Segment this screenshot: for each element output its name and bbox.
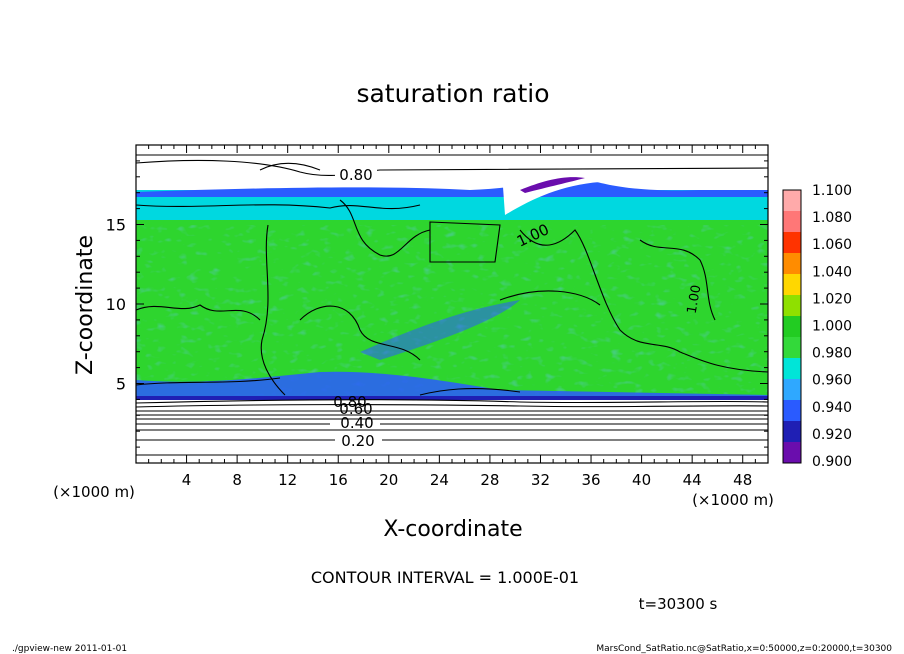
x-axis-label: X-coordinate (383, 517, 522, 542)
colorbar-label: 1.080 (812, 210, 852, 226)
colorbar-swatch (783, 295, 801, 317)
fluctuation-texture (136, 225, 768, 395)
colorbar-label: 0.920 (812, 427, 852, 443)
time-label: t=30300 s (639, 595, 718, 613)
contours-lower (135, 154, 769, 456)
colorbar-label: 0.960 (812, 373, 852, 389)
x-tick-label: 12 (278, 471, 297, 489)
colorbar-frame (782, 189, 802, 464)
x-tick-label: 48 (733, 471, 752, 489)
colorbar-swatch (783, 232, 801, 254)
y-tick-label: 10 (106, 295, 126, 314)
footer-left: ./gpview-new 2011-01-01 (12, 644, 127, 654)
contour-label: 0.80 (333, 393, 366, 411)
colorbar-label: 0.980 (812, 346, 852, 362)
colorbar-swatch (783, 358, 801, 380)
x-tick-label: 24 (430, 471, 449, 489)
colorbar-label: 1.020 (812, 291, 852, 307)
z-unit-label: (×1000 m) (53, 483, 135, 501)
y-axis-label: Z-coordinate (73, 235, 98, 375)
colorbar-swatch (783, 211, 801, 233)
dry-notch (500, 145, 768, 215)
colorbar-swatch (783, 400, 801, 422)
x-tick-label: 8 (232, 471, 242, 489)
x-tick-label: 36 (581, 471, 600, 489)
x-tick-label: 40 (632, 471, 651, 489)
cloud-base (136, 371, 768, 400)
colorbar-label: 0.900 (812, 454, 852, 470)
purple-tongue (520, 177, 585, 193)
x-tick-label: 16 (329, 471, 348, 489)
x-tick-label: 32 (531, 471, 550, 489)
blue-streak (360, 300, 520, 360)
colorbar-label: 1.000 (812, 319, 852, 335)
contours-1-00 (135, 199, 769, 396)
colorbar-label: 1.100 (812, 183, 852, 199)
colorbar-swatch (783, 253, 801, 275)
contour-label: 0.20 (341, 432, 374, 450)
colorbar-swatch (783, 190, 801, 212)
y-ticks: 5 10 15 (106, 160, 768, 448)
x-tick-label: 44 (683, 471, 702, 489)
colorbar-swatch (783, 316, 801, 338)
x-ticks: 4 8 12 16 20 24 28 32 36 40 44 48 (148, 145, 756, 489)
contour-label: 1.00 (685, 284, 705, 315)
x-tick-label: 20 (379, 471, 398, 489)
contour-label: 0.80 (339, 166, 372, 184)
colorbar-swatch (783, 337, 801, 359)
plot-area: 0.80 0.80 0.60 0.40 0.20 1.00 1.00 4 8 12 1… (106, 144, 769, 489)
x-unit-label: (×1000 m) (692, 491, 774, 509)
cloud-top-edge (136, 179, 768, 197)
colorbar-swatch (783, 379, 801, 401)
contour-interval: CONTOUR INTERVAL = 1.000E-01 (311, 568, 579, 587)
colorbar: 1.100 1.080 1.060 1.040 1.020 1.000 0.980 0.960… (782, 183, 852, 470)
contour-label: 0.60 (339, 400, 372, 418)
colorbar-swatch (783, 274, 801, 296)
colorbar-label: 0.940 (812, 400, 852, 416)
y-tick-label: 15 (106, 216, 126, 235)
contour-label: 0.40 (340, 414, 373, 432)
footer-right: MarsCond_SatRatio.nc@SatRatio,x=0:50000,… (596, 644, 892, 654)
colorbar-swatch (783, 442, 801, 464)
y-tick-label: 5 (116, 375, 126, 394)
colorbar-label: 1.040 (812, 264, 852, 280)
colorbar-swatch (783, 421, 801, 443)
x-tick-label: 4 (182, 471, 192, 489)
x-tick-label: 28 (480, 471, 499, 489)
contour-labels: 0.80 0.80 0.60 0.40 0.20 1.00 1.00 (333, 166, 704, 450)
chart-title: saturation ratio (356, 79, 549, 108)
colorbar-label: 1.060 (812, 237, 852, 253)
